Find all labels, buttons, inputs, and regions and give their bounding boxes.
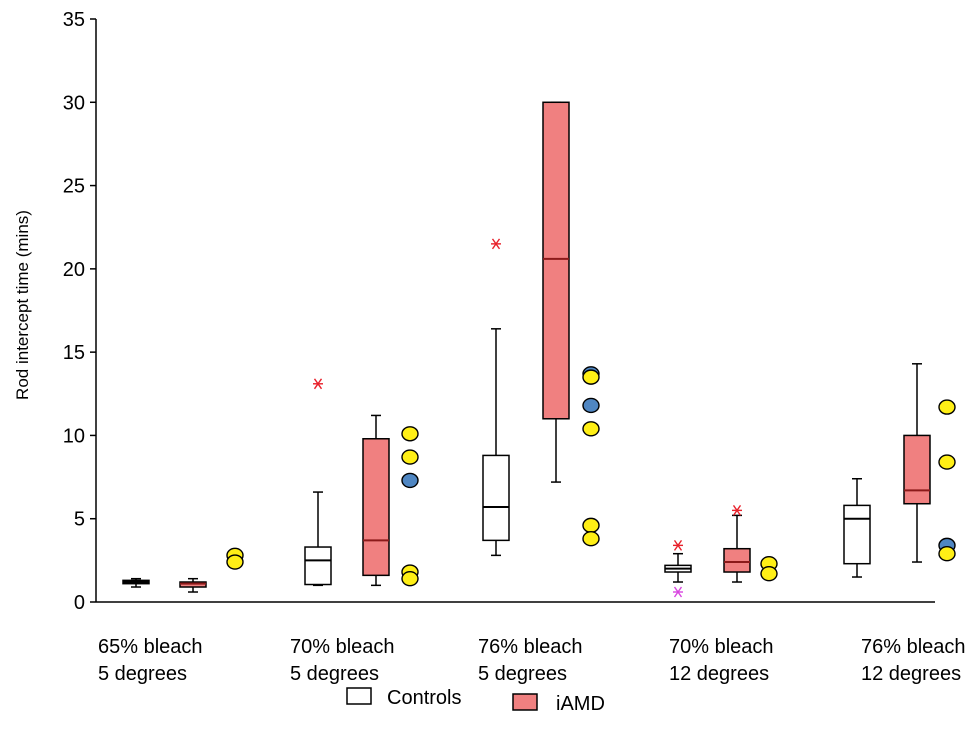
box-iamd [542,101,570,483]
category-label-line2: 12 degrees [669,663,769,685]
individual-point [582,369,600,385]
y-tick-label: 25 [63,176,85,198]
individual-point [401,449,419,465]
y-tick-label: 10 [63,425,85,447]
box-controls [664,539,692,598]
box-iqr [843,504,871,565]
outlier-stroke [491,238,501,250]
individual-point [938,399,956,415]
individual-point [938,545,956,562]
box-controls [304,378,332,587]
box-controls [843,477,871,578]
individual-points [226,366,956,587]
box-iqr [723,547,751,573]
outlier-stroke [673,539,683,551]
y-tick-label: 30 [63,92,85,114]
y-tick-label: 5 [74,509,85,531]
outlier-stroke [313,378,323,390]
category-label-line2: 5 degrees [98,663,187,685]
outlier-marker [313,378,323,390]
box-iqr [903,434,931,505]
category-label-line2: 5 degrees [290,663,379,685]
individual-point [401,426,419,442]
category-label-line2: 12 degrees [861,663,961,685]
category-label-line1: 76% bleach [478,636,583,658]
legend: Controls iAMD [346,687,605,715]
individual-point [401,472,419,489]
legend-label-controls: Controls [387,687,461,709]
y-tick-label: 20 [63,259,85,281]
outlier-marker [732,504,742,516]
category-label-line1: 70% bleach [290,636,395,658]
category-label-line1: 65% bleach [98,636,203,658]
outlier-stroke [673,586,683,598]
box-iqr [542,101,570,420]
category-label-line1: 70% bleach [669,636,774,658]
legend-swatch-controls [346,687,372,705]
y-tick-label: 15 [63,342,85,364]
category-labels: 65% bleach 5 degrees 70% bleach 5 degrees 76… [98,636,966,685]
individual-point [582,421,600,437]
outlier-marker [673,586,683,598]
box-iamd [179,577,207,593]
box-iqr [482,454,510,542]
y-tick-label: 35 [63,9,85,31]
box-series [122,101,931,598]
box-controls [122,577,150,588]
axes: 0 5 10 15 20 25 30 35 [63,9,935,614]
y-tick-label: 0 [74,592,85,614]
legend-label-iamd: iAMD [556,693,605,715]
individual-point [401,570,419,587]
legend-swatch-iamd [512,693,538,711]
box-iqr [362,438,390,577]
individual-point [582,531,600,547]
individual-point [226,554,244,570]
box-iamd [362,414,390,587]
box-iamd [723,504,751,583]
outlier-marker [673,539,683,551]
box-iamd [903,363,931,563]
individual-point [938,454,956,470]
y-axis-label: Rod intercept time (mins) [13,210,32,400]
box-controls [482,238,510,557]
individual-point [582,517,600,534]
outlier-marker [491,238,501,250]
category-label-line1: 76% bleach [861,636,966,658]
individual-point [582,397,600,414]
category-label-line2: 5 degrees [478,663,567,685]
outlier-stroke [732,504,742,516]
box-iqr [304,546,332,586]
individual-point [760,565,778,582]
